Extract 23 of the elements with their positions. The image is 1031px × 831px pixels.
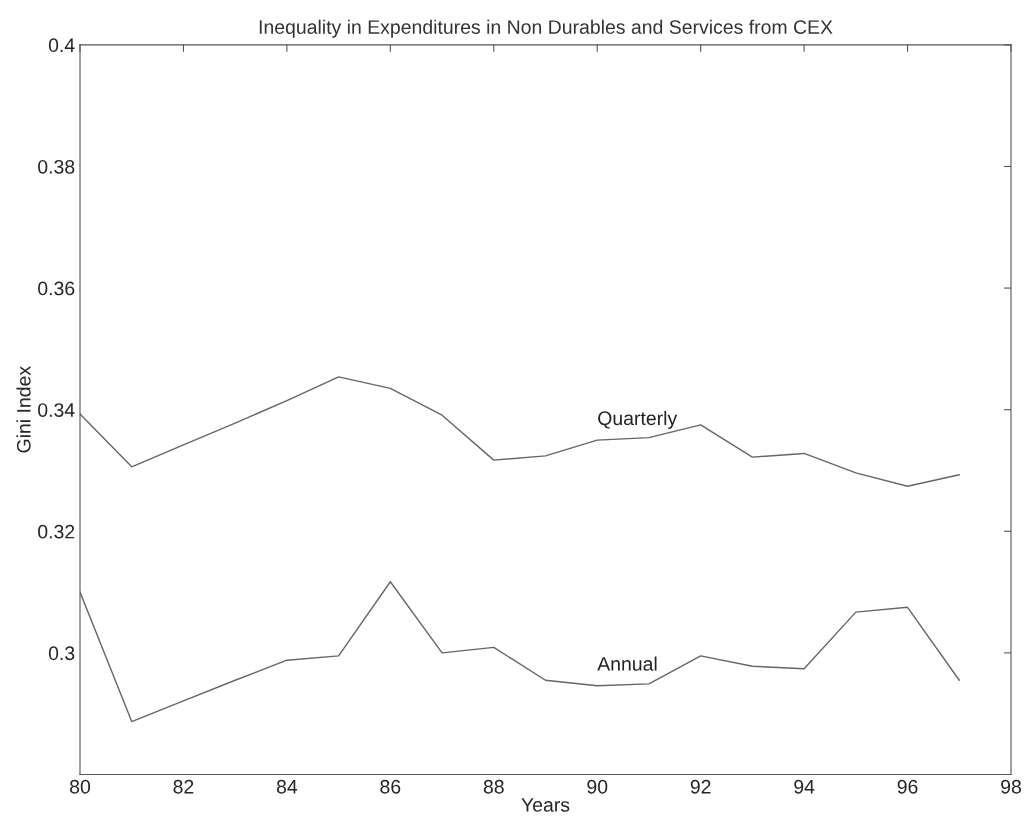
y-tick-label: 0.3: [48, 646, 75, 661]
y-tick-label: 0.36: [38, 281, 75, 296]
y-tick-label: 0.38: [38, 159, 75, 174]
y-tick-label: 0.34: [38, 403, 75, 417]
series-label: Annual: [597, 656, 657, 671]
x-axis-title: Years: [521, 798, 570, 812]
line-series: [80, 581, 960, 723]
x-tick-label: 96: [897, 779, 918, 794]
x-tick-label: 80: [70, 779, 91, 794]
x-tick-label: 92: [690, 779, 711, 794]
line-series: [80, 376, 960, 487]
y-tick-label: 0.4: [48, 38, 75, 53]
x-tick-label: 86: [380, 779, 401, 794]
x-tick-label: 82: [173, 779, 194, 794]
series-label: Quarterly: [598, 410, 678, 429]
y-axis-title: Gini Index: [16, 366, 31, 453]
x-tick-label: 98: [1001, 779, 1021, 794]
chart-title: Inequality in Expenditures in Non Durables and Services from CEX: [259, 19, 833, 38]
x-tick-label: 88: [483, 779, 504, 794]
y-tick-label: 0.32: [38, 524, 75, 539]
x-tick-label: 90: [587, 779, 608, 794]
x-tick-label: 94: [794, 779, 815, 794]
x-tick-label: 84: [276, 779, 298, 794]
